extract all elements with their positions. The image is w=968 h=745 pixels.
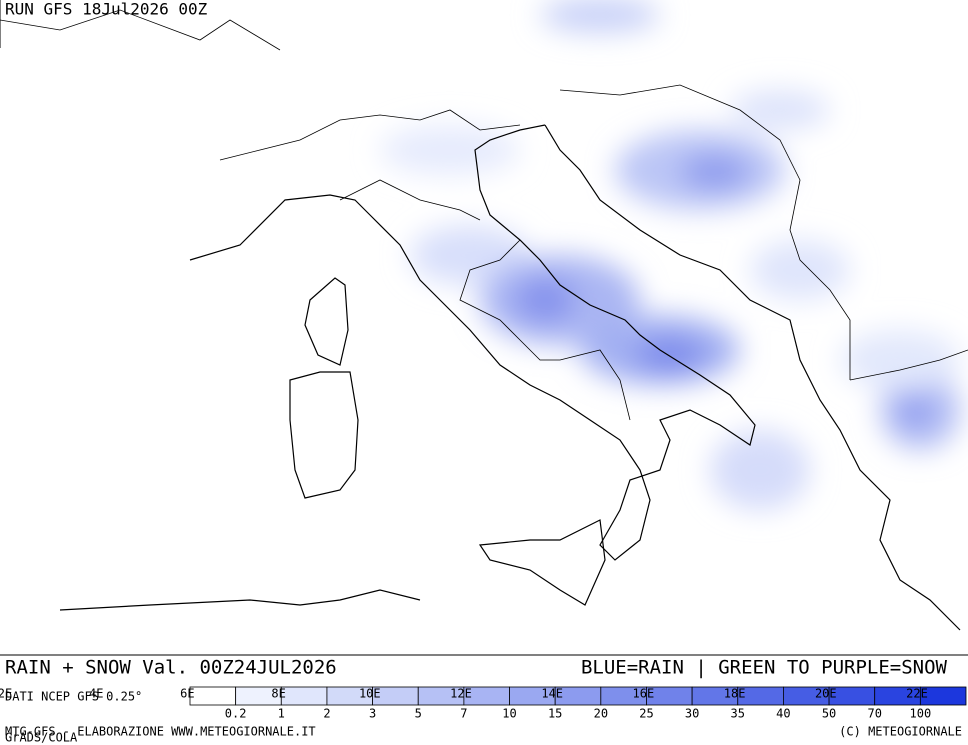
colorbar-label: 40 [776, 707, 790, 721]
credit-label: MTG-GFS - ELABORAZIONE WWW.METEOGIORNALE… [5, 725, 316, 739]
colorbar-label: 20 [594, 707, 608, 721]
colorbar-swatch [280, 686, 328, 706]
colorbar-label: 15 [548, 707, 562, 721]
longitude-label: 14E [541, 687, 563, 701]
colorbar-label: 35 [731, 707, 745, 721]
legend-note: BLUE=RAIN | GREEN TO PURPLE=SNOW [581, 657, 948, 679]
colorbar-label: 100 [910, 707, 932, 721]
longitude-label: 4E [89, 687, 103, 701]
longitude-label: 12E [450, 687, 472, 701]
longitude-label: 20E [815, 687, 837, 701]
run-label: RUN GFS 18Jul2026 00Z [5, 0, 208, 19]
copyright-label: (C) METEOGIORNALE [839, 725, 962, 739]
colorbar-label: 25 [639, 707, 653, 721]
longitude-label: 16E [633, 687, 655, 701]
colorbar-swatch [189, 686, 237, 706]
longitude-label: 2E [0, 687, 12, 701]
borders [0, 9, 968, 421]
colorbar-label: 3 [369, 707, 376, 721]
colorbar-label: 2 [323, 707, 330, 721]
software-label: GrADS/COLA [5, 731, 78, 745]
colorbar-label: 10 [502, 707, 516, 721]
colorbar-swatch [919, 686, 967, 706]
colorbar-label: 7 [460, 707, 467, 721]
longitude-label: 10E [359, 687, 381, 701]
longitude-label: 22E [906, 687, 928, 701]
colorbar-label: 0.2 [225, 707, 247, 721]
longitude-label: 18E [724, 687, 746, 701]
precipitation [380, 0, 960, 510]
longitude-label: 8E [271, 687, 285, 701]
colorbar-label: 1 [278, 707, 285, 721]
colorbar-label: 70 [867, 707, 881, 721]
map-title: RAIN + SNOW Val. 00Z24JUL2026 [5, 657, 337, 679]
source-label: DATI NCEP GFS 0.25° [5, 690, 142, 704]
colorbar-label: 50 [822, 707, 836, 721]
coastlines [59, 124, 961, 631]
colorbar-label: 5 [415, 707, 422, 721]
longitude-label: 6E [180, 687, 194, 701]
colorbar-label: 30 [685, 707, 699, 721]
